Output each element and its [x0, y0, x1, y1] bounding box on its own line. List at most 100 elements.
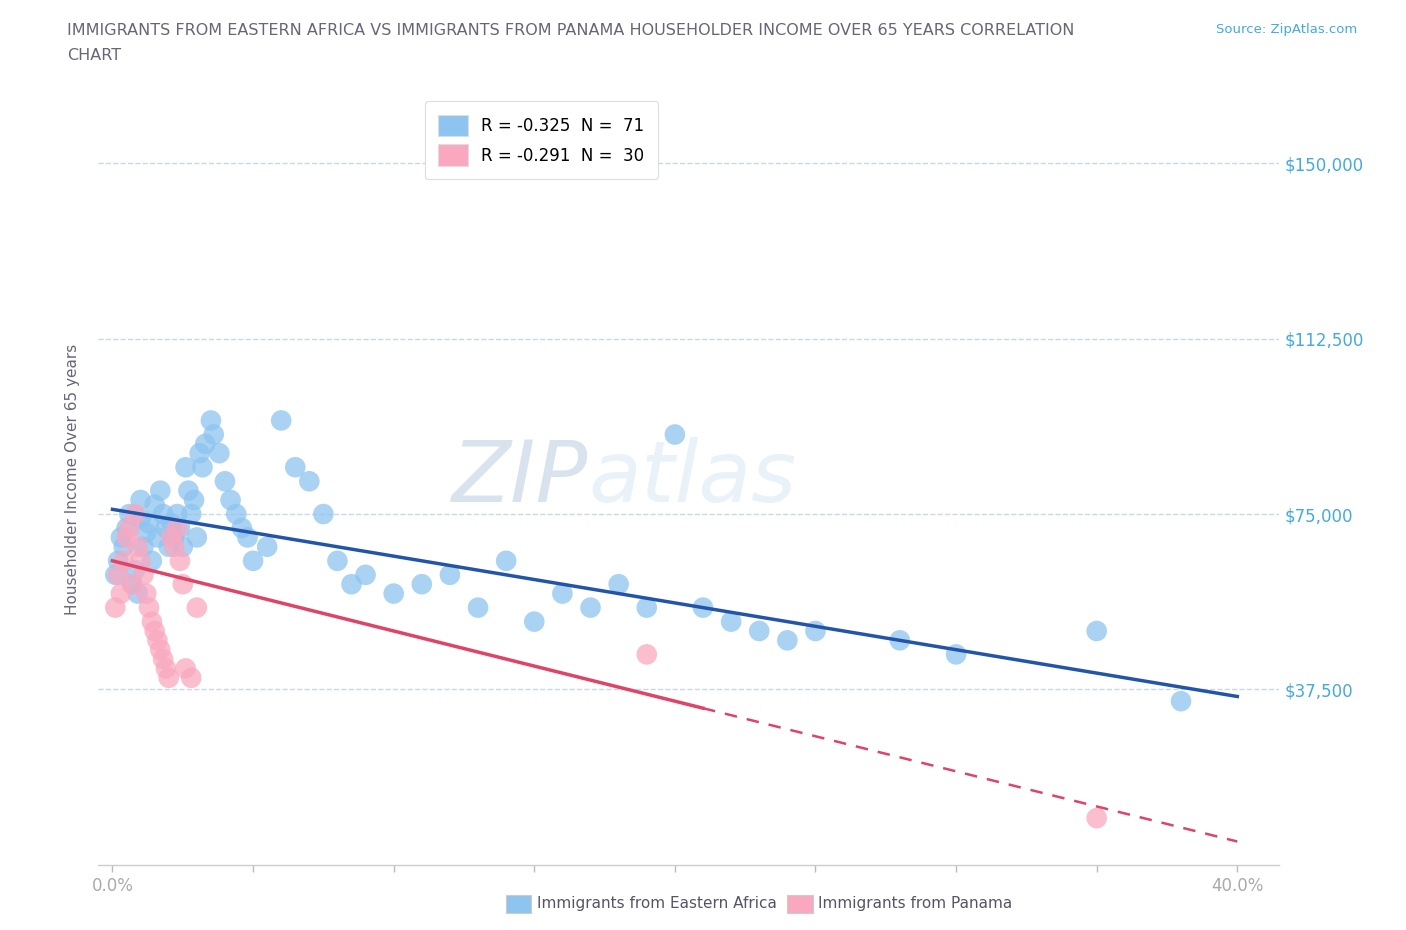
Point [107, 553, 129, 568]
Point [118, 521, 141, 536]
Point [124, 563, 146, 578]
Point [191, 459, 214, 474]
Point [340, 577, 363, 591]
Point [146, 530, 169, 545]
Point [157, 539, 180, 554]
Point [129, 493, 152, 508]
Point [200, 413, 222, 428]
Text: IMMIGRANTS FROM EASTERN AFRICA VS IMMIGRANTS FROM PANAMA HOUSEHOLDER INCOME OVER: IMMIGRANTS FROM EASTERN AFRICA VS IMMIGR… [67, 23, 1074, 38]
Point [107, 567, 129, 582]
Point [186, 600, 208, 615]
Point [141, 553, 163, 568]
Point [636, 647, 658, 662]
Point [121, 577, 143, 591]
Point [467, 600, 489, 615]
Point [166, 521, 188, 536]
Point [804, 623, 827, 638]
Point [692, 600, 714, 615]
Point [152, 652, 174, 667]
Point [174, 661, 197, 676]
Point [172, 539, 194, 554]
Point [354, 567, 377, 582]
Point [149, 643, 172, 658]
Point [149, 484, 172, 498]
Point [1085, 811, 1108, 826]
Point [143, 623, 166, 638]
Point [129, 553, 152, 568]
Y-axis label: Householder Income Over 65 years: Householder Income Over 65 years [65, 343, 80, 615]
Point [172, 577, 194, 591]
Point [945, 647, 967, 662]
Point [214, 474, 236, 489]
Point [160, 516, 183, 531]
Point [155, 661, 177, 676]
Point [152, 507, 174, 522]
Point [127, 586, 149, 601]
Text: CHART: CHART [67, 48, 121, 63]
Point [155, 521, 177, 536]
Point [439, 567, 461, 582]
Point [180, 671, 202, 685]
Point [382, 586, 405, 601]
Point [186, 530, 208, 545]
Point [174, 459, 197, 474]
Text: ZIP: ZIP [453, 437, 589, 521]
Point [104, 600, 127, 615]
Text: atlas: atlas [589, 437, 797, 521]
Point [495, 553, 517, 568]
Point [166, 507, 188, 522]
Point [180, 507, 202, 522]
Point [163, 539, 186, 554]
Point [129, 512, 152, 526]
Point [141, 614, 163, 629]
Point [135, 586, 157, 601]
Point [523, 614, 546, 629]
Point [202, 427, 225, 442]
Point [1170, 694, 1192, 709]
Legend: R = -0.325  N =  71, R = -0.291  N =  30: R = -0.325 N = 71, R = -0.291 N = 30 [425, 101, 658, 179]
Point [720, 614, 742, 629]
Point [177, 484, 200, 498]
Point [183, 493, 205, 508]
Point [169, 521, 191, 536]
Point [607, 577, 630, 591]
Point [135, 525, 157, 540]
Point [143, 498, 166, 512]
Point [132, 539, 155, 554]
Point [284, 459, 307, 474]
Point [115, 530, 138, 545]
Point [776, 633, 799, 648]
Point [118, 507, 141, 522]
Point [298, 474, 321, 489]
Point [636, 600, 658, 615]
Point [312, 507, 335, 522]
Point [132, 567, 155, 582]
Point [242, 553, 264, 568]
Point [110, 586, 132, 601]
Point [236, 530, 259, 545]
Point [146, 633, 169, 648]
Point [889, 633, 911, 648]
Point [748, 623, 770, 638]
Point [124, 507, 146, 522]
Point [664, 427, 686, 442]
Point [551, 586, 574, 601]
Point [115, 521, 138, 536]
Point [104, 567, 127, 582]
Point [138, 516, 160, 531]
Text: Immigrants from Eastern Africa: Immigrants from Eastern Africa [537, 897, 778, 911]
Point [270, 413, 292, 428]
Point [231, 521, 253, 536]
Point [1085, 623, 1108, 638]
Point [138, 600, 160, 615]
Point [579, 600, 602, 615]
Point [127, 539, 149, 554]
Point [188, 445, 211, 460]
Point [219, 493, 242, 508]
Point [121, 577, 143, 591]
Point [208, 445, 231, 460]
Point [112, 553, 135, 568]
Point [163, 530, 186, 545]
Point [194, 436, 217, 451]
Text: Source: ZipAtlas.com: Source: ZipAtlas.com [1216, 23, 1357, 36]
